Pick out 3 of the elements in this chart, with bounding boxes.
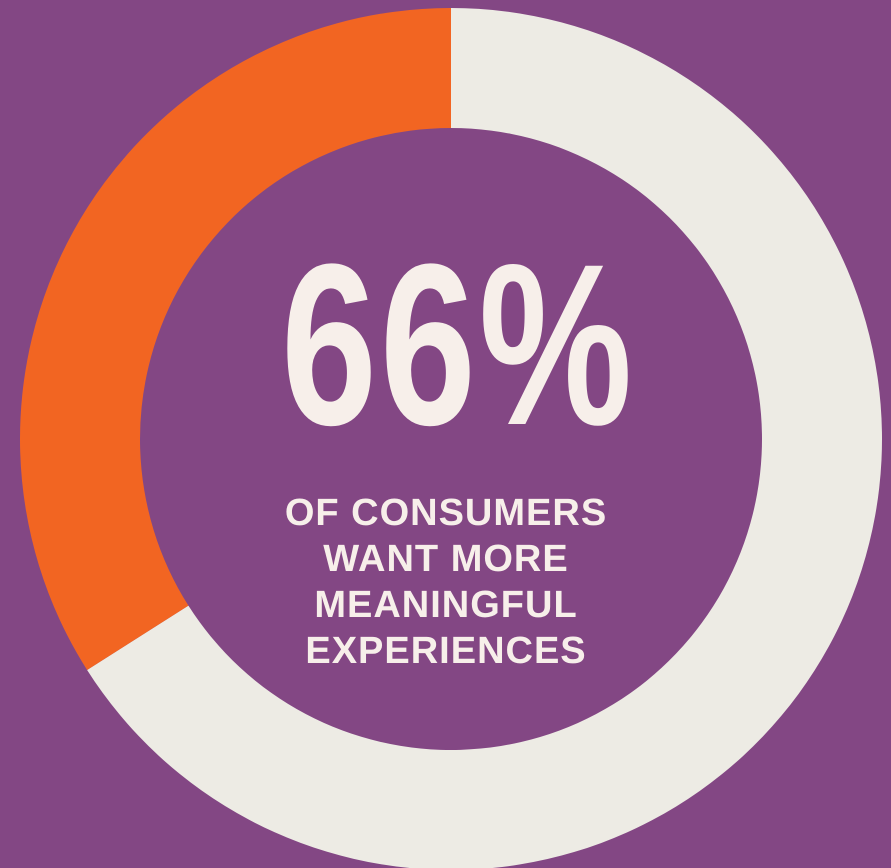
donut-slice [87,8,882,868]
text: OF CONSUMERS WANT MORE MEANINGFUL EXPERIENCES [284,491,608,674]
text: 66% [281,215,636,475]
